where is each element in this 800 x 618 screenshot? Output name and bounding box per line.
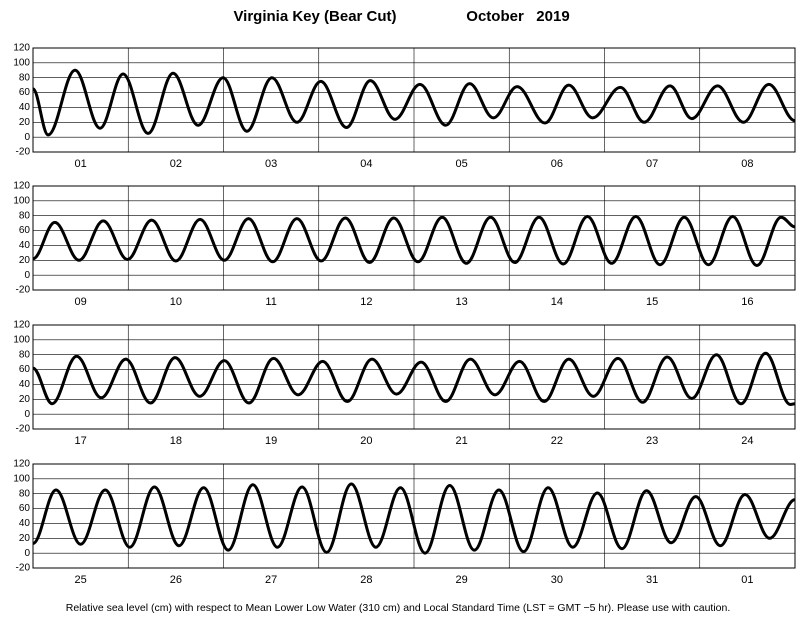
y-tick-label: 100	[13, 195, 30, 206]
day-label: 15	[646, 296, 658, 308]
day-label: 13	[456, 296, 468, 308]
y-tick-label: 80	[19, 488, 31, 499]
day-label: 22	[551, 435, 563, 447]
y-tick-label: 120	[13, 181, 30, 192]
y-tick-label: 0	[24, 548, 30, 559]
y-tick-label: 0	[24, 132, 30, 143]
day-label: 24	[741, 435, 753, 447]
chart-date: October 2019	[466, 8, 569, 25]
day-label: 10	[170, 296, 182, 308]
day-label: 23	[646, 435, 658, 447]
day-label: 11	[265, 296, 276, 308]
y-tick-label: 80	[19, 349, 31, 360]
y-tick-label: 80	[19, 72, 31, 83]
footer-note: Relative sea level (cm) with respect to …	[66, 602, 731, 614]
day-label: 25	[75, 574, 87, 586]
y-tick-label: 40	[19, 102, 31, 113]
tide-line	[32, 351, 796, 406]
y-tick-label: 40	[19, 240, 31, 251]
y-tick-label: 60	[19, 87, 31, 98]
tide-line	[32, 482, 796, 555]
y-tick-label: 20	[19, 255, 31, 266]
y-tick-label: 120	[13, 43, 30, 54]
day-label: 18	[170, 435, 182, 447]
day-label: 08	[741, 158, 753, 170]
day-label: 04	[360, 158, 372, 170]
y-tick-label: -20	[16, 563, 31, 574]
y-tick-label: 0	[24, 270, 30, 281]
day-label: 28	[360, 574, 372, 586]
y-tick-label: 0	[24, 409, 30, 420]
day-label: 01	[75, 158, 87, 170]
y-tick-label: 60	[19, 225, 31, 236]
y-tick-label: 60	[19, 503, 31, 514]
y-tick-label: 120	[13, 320, 30, 331]
day-label: 02	[170, 158, 182, 170]
day-label: 16	[741, 296, 753, 308]
day-label: 06	[551, 158, 563, 170]
tide-line	[31, 68, 796, 137]
y-tick-label: 20	[19, 394, 31, 405]
y-tick-label: 40	[19, 379, 31, 390]
day-label: 26	[170, 574, 182, 586]
day-label: 12	[360, 296, 372, 308]
day-label: 07	[646, 158, 658, 170]
day-label: 21	[456, 435, 468, 447]
day-label: 31	[646, 574, 658, 586]
y-tick-label: 20	[19, 533, 31, 544]
tide-line	[32, 214, 796, 267]
day-label: 14	[551, 296, 563, 308]
y-tick-label: 40	[19, 518, 31, 529]
y-tick-label: 100	[13, 473, 30, 484]
y-tick-label: 100	[13, 57, 30, 68]
day-label: 05	[456, 158, 468, 170]
day-label: 19	[265, 435, 277, 447]
y-tick-label: -20	[16, 424, 31, 435]
day-label: 30	[551, 574, 563, 586]
day-label: 03	[265, 158, 277, 170]
day-label: 09	[75, 296, 87, 308]
chart-title: Virginia Key (Bear Cut)	[233, 8, 396, 25]
y-tick-label: -20	[16, 285, 31, 296]
day-label: 27	[265, 574, 277, 586]
y-tick-label: 100	[13, 334, 30, 345]
y-tick-label: 60	[19, 364, 31, 375]
day-label: 17	[75, 435, 87, 447]
y-tick-label: 80	[19, 210, 31, 221]
y-tick-label: 20	[19, 117, 31, 128]
day-label: 29	[456, 574, 468, 586]
day-label: 01	[741, 574, 753, 586]
day-label: 20	[360, 435, 372, 447]
y-tick-label: 120	[13, 459, 30, 470]
y-tick-label: -20	[16, 147, 31, 158]
